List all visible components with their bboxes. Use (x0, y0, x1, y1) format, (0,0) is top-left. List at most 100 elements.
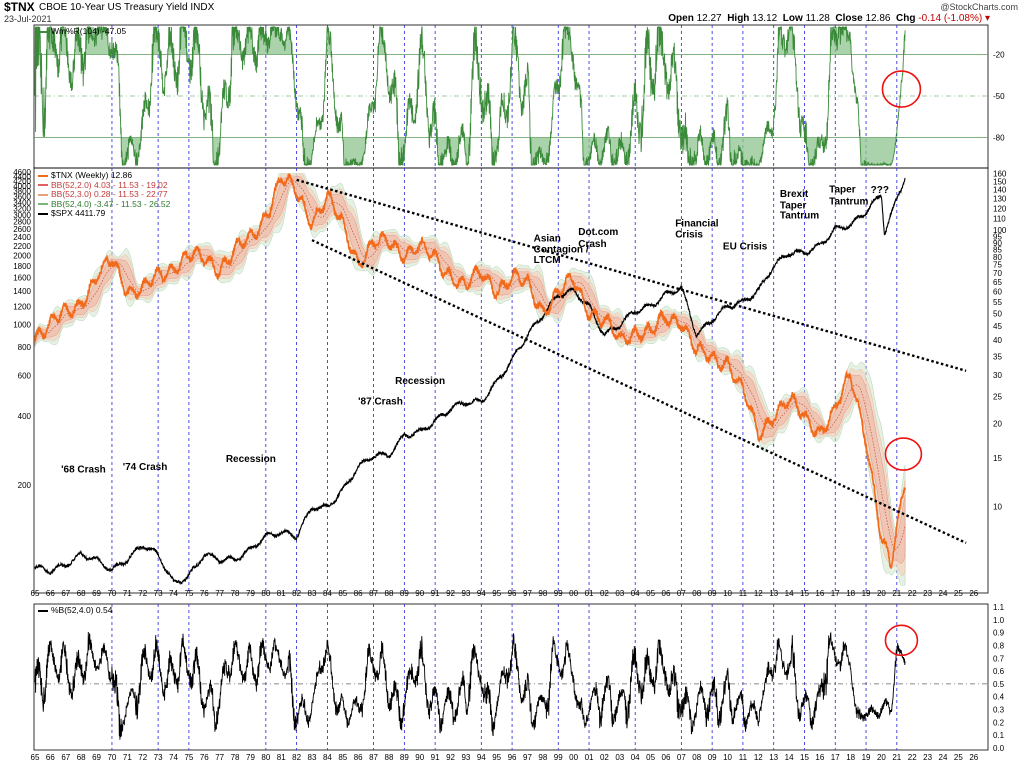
x-tick-label: 93 (461, 589, 470, 598)
x-tick-label: 65 (31, 589, 40, 598)
x-tick-label: 82 (292, 753, 301, 762)
x-tick-label: 66 (46, 753, 55, 762)
yield-tick-label: 150 (993, 177, 1007, 186)
yield-tick-label: 70 (993, 269, 1002, 278)
x-tick-label: 91 (431, 589, 440, 598)
x-tick-label: 00 (569, 589, 578, 598)
willr-swatch (38, 30, 48, 33)
x-tick-label: 12 (754, 753, 763, 762)
legend-item: $TNX (Weekly) 12.86 (38, 170, 170, 181)
pctb-tick-label: 0.4 (993, 693, 1005, 702)
x-tick-label: 26 (969, 589, 978, 598)
x-tick-label: 11 (739, 589, 748, 598)
x-tick-label: 06 (662, 589, 671, 598)
x-tick-label: 74 (169, 753, 178, 762)
main-panel-frame (33, 167, 989, 594)
watermark: @StockCharts.com (940, 2, 1018, 12)
spx-tick-label: 600 (18, 372, 32, 381)
x-tick-label: 14 (785, 589, 794, 598)
willr-line (34, 25, 906, 167)
x-tick-label: 23 (923, 753, 932, 762)
x-tick-label: 79 (246, 753, 255, 762)
legend-item: BB(52,4.0) -3.47 - 11.53 - 26.52 (38, 198, 171, 210)
x-tick-label: 97 (523, 753, 532, 762)
trend-line (311, 239, 967, 544)
x-tick-label: 72 (138, 589, 147, 598)
trend-lines (296, 178, 967, 544)
x-tick-label: 80 (261, 589, 270, 598)
x-tick-label: 99 (554, 589, 563, 598)
event-annotation: Recession (226, 454, 276, 465)
spx-tick-label: 400 (18, 412, 32, 421)
spx-tick-label: 3000 (13, 211, 31, 220)
bollinger-mid-line (34, 179, 906, 550)
x-tick-label: 95 (492, 753, 501, 762)
x-tick-label: 06 (662, 753, 671, 762)
event-annotation: Brexit (780, 189, 809, 200)
x-tick-label: 24 (939, 753, 948, 762)
pctb-swatch (38, 609, 48, 612)
x-tick-label: 08 (692, 589, 701, 598)
x-tick-label: 77 (215, 753, 224, 762)
yield-tick-label: 140 (993, 186, 1007, 195)
event-annotation: '68 Crash (61, 464, 106, 475)
yield-tick-label: 25 (993, 393, 1002, 402)
legend-item: BB(52,3.0) 0.28 - 11.53 - 22.77 (38, 189, 170, 200)
x-tick-label: 22 (908, 589, 917, 598)
yield-tick-label: 75 (993, 261, 1002, 270)
event-annotation: LTCM (534, 255, 561, 266)
x-tick-label: 88 (385, 753, 394, 762)
willr-legend-label: Wm%R(104) -47.05 (51, 26, 127, 36)
legend-label: $TNX (Weekly) 12.86 (51, 170, 133, 180)
x-tick-label: 77 (215, 589, 224, 598)
x-tick-label: 07 (677, 753, 686, 762)
x-tick-label: 86 (354, 589, 363, 598)
close-value: 12.86 (865, 13, 891, 24)
x-tick-label: 03 (615, 753, 624, 762)
main-legend: $TNX (Weekly) 12.86 BB(52,2.0) 4.03 - 11… (38, 170, 171, 219)
spx-tick-label: 3200 (13, 204, 31, 213)
x-tick-label: 92 (446, 589, 455, 598)
bollinger-bands (34, 173, 906, 586)
open-label: Open (668, 13, 694, 24)
yield-tick-label: 80 (993, 253, 1002, 262)
x-tick-label: 02 (600, 589, 609, 598)
x-tick-label: 87 (369, 589, 378, 598)
legend-label: BB(52,4.0) -3.47 - 11.53 - 26.52 (51, 198, 171, 209)
spx-tick-label: 2400 (13, 233, 31, 242)
x-tick-label: 14 (785, 753, 794, 762)
x-tick-label: 72 (138, 753, 147, 762)
x-tick-label: 79 (246, 589, 255, 598)
x-tick-label: 00 (569, 753, 578, 762)
event-annotation: EU Crisis (723, 242, 768, 253)
chart-symbol: $TNX (4, 0, 35, 14)
yield-tick-label: 35 (993, 352, 1002, 361)
spx-tick-label: 2200 (13, 242, 31, 251)
x-tick-label: 71 (123, 589, 132, 598)
willr-tick-label: -20 (993, 51, 1005, 60)
x-tick-label: 26 (969, 753, 978, 762)
x-tick-label: 04 (631, 753, 640, 762)
x-tick-label: 90 (415, 589, 424, 598)
x-tick-label: 20 (877, 589, 886, 598)
spx-tick-label: 800 (18, 343, 32, 352)
close-label: Close (835, 13, 863, 24)
x-tick-label: 21 (892, 589, 901, 598)
x-tick-label: 84 (323, 753, 332, 762)
x-tick-label: 13 (769, 753, 778, 762)
bb2-swatch (38, 184, 48, 187)
x-tick-label: 09 (708, 753, 717, 762)
x-tick-label: 83 (308, 589, 317, 598)
pctb-legend-label: %B(52,4.0) 0.54 (51, 605, 113, 615)
x-tick-label: 24 (939, 589, 948, 598)
x-tick-label: 81 (277, 589, 286, 598)
x-tick-label: 93 (461, 753, 470, 762)
bb4-swatch (38, 203, 48, 206)
x-tick-label: 23 (923, 589, 932, 598)
x-tick-label: 73 (154, 753, 163, 762)
x-tick-label: 09 (708, 589, 717, 598)
trend-line (296, 178, 967, 372)
spx-swatch (38, 212, 48, 215)
pctb-tick-label: 0.6 (993, 667, 1005, 676)
